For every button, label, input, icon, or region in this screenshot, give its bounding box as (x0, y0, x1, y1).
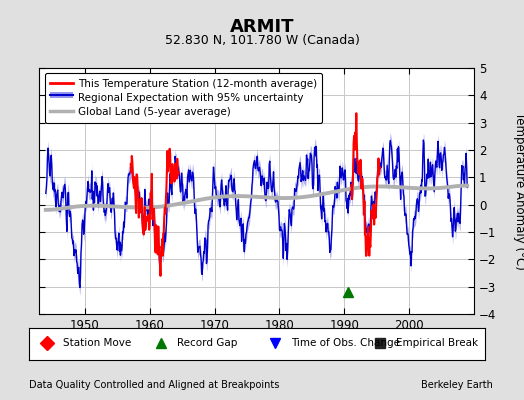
Text: Time of Obs. Change: Time of Obs. Change (291, 338, 400, 348)
Text: ARMIT: ARMIT (230, 18, 294, 36)
Text: Station Move: Station Move (63, 338, 131, 348)
Text: 52.830 N, 101.780 W (Canada): 52.830 N, 101.780 W (Canada) (165, 34, 359, 47)
Legend: This Temperature Station (12-month average), Regional Expectation with 95% uncer: This Temperature Station (12-month avera… (45, 73, 322, 123)
Text: Data Quality Controlled and Aligned at Breakpoints: Data Quality Controlled and Aligned at B… (29, 380, 279, 390)
Text: Empirical Break: Empirical Break (396, 338, 478, 348)
Text: Record Gap: Record Gap (177, 338, 237, 348)
Y-axis label: Temperature Anomaly (°C): Temperature Anomaly (°C) (513, 112, 524, 270)
Text: Berkeley Earth: Berkeley Earth (421, 380, 493, 390)
